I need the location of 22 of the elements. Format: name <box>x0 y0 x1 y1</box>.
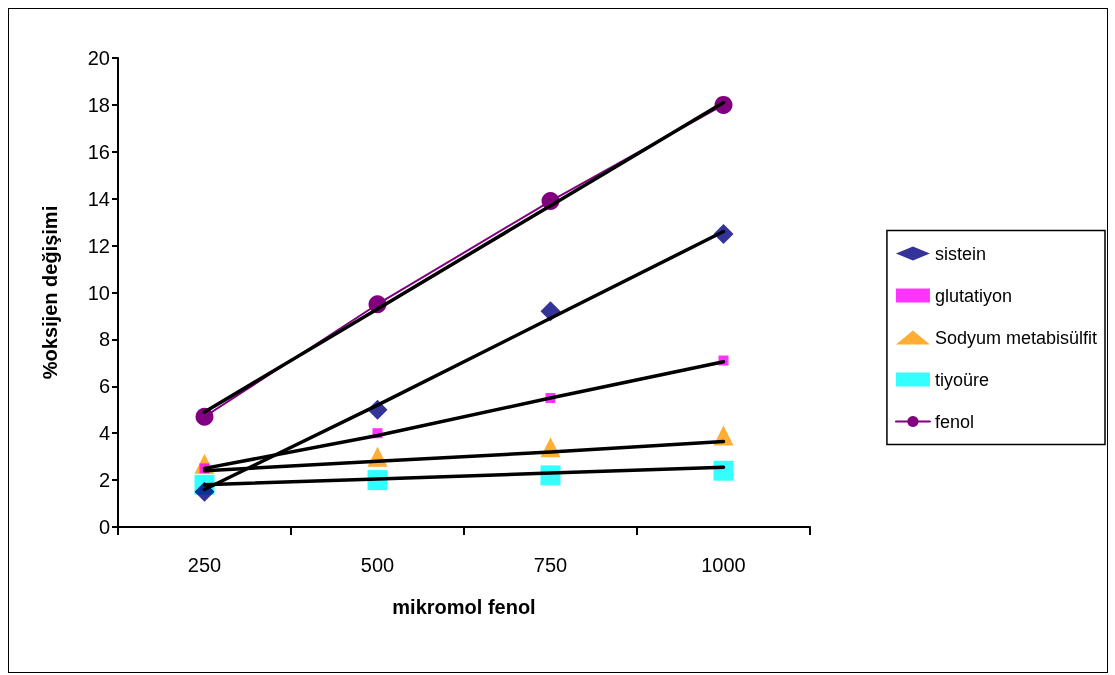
y-tick-label: 8 <box>98 328 110 351</box>
y-tick-label: 0 <box>98 516 110 538</box>
y-tick-label: 12 <box>87 234 110 257</box>
legend-label: sistein <box>934 243 986 264</box>
legend-label: glutatiyon <box>934 285 1012 306</box>
x-tick-label: 750 <box>533 554 568 576</box>
y-tick-label: 4 <box>98 422 110 445</box>
y-tick-label: 16 <box>87 140 110 163</box>
legend-label: fenol <box>934 411 974 432</box>
y-tick-label: 10 <box>87 281 110 304</box>
x-axis-title: mikromol fenol <box>392 596 536 618</box>
y-tick-label: 20 <box>87 47 110 69</box>
y-tick-label: 2 <box>98 469 110 492</box>
x-tick-label: 500 <box>360 554 395 576</box>
y-tick-label: 14 <box>87 187 110 210</box>
legend-label: Sodyum metabisülfit <box>934 327 1098 348</box>
x-tick-label: 250 <box>187 554 222 576</box>
y-tick-label: 18 <box>87 93 110 116</box>
y-axis-title: %oksijen değişimi <box>39 205 61 380</box>
x-tick-label: 1000 <box>701 554 746 576</box>
legend-label: tiyoüre <box>934 369 989 390</box>
y-tick-label: 6 <box>98 375 110 398</box>
